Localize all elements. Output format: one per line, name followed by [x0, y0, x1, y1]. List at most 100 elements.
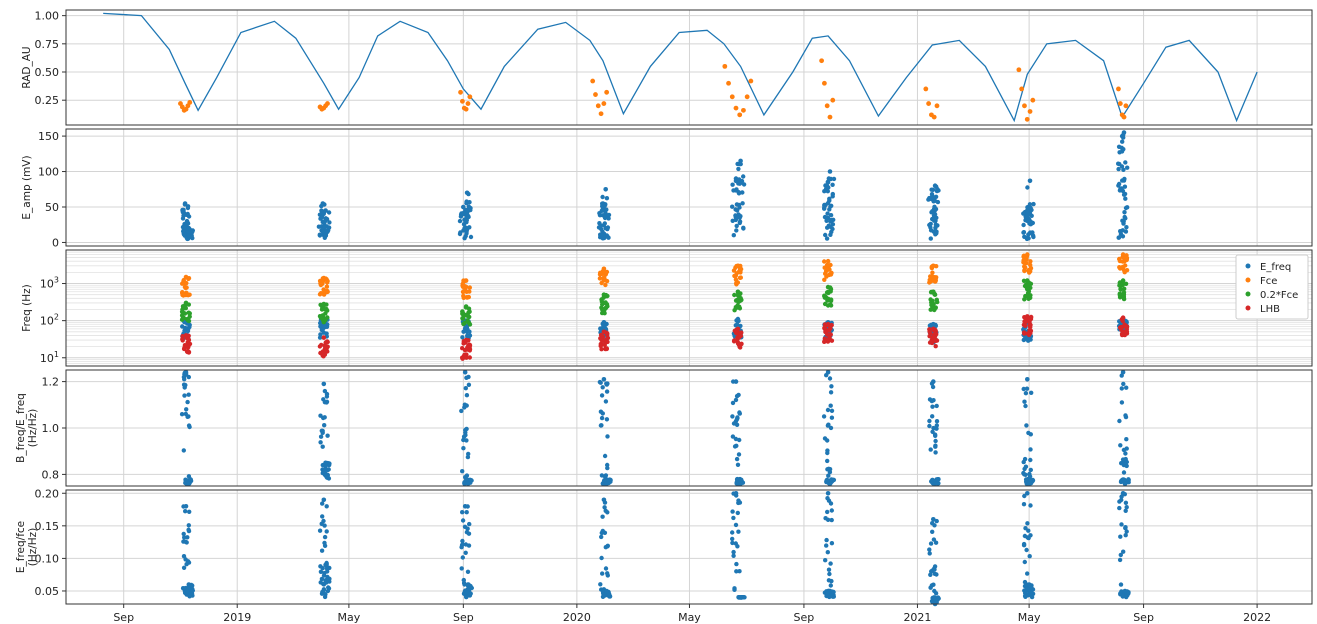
data-point-fce — [737, 275, 743, 280]
encounter-point — [601, 101, 607, 106]
data-point-efreq — [319, 521, 324, 526]
data-point-02fce — [934, 297, 939, 302]
data-point-efreq — [599, 534, 604, 540]
data-point-peak — [1026, 582, 1032, 587]
data-point-efreq — [183, 225, 188, 230]
data-point-efreq — [928, 236, 933, 241]
encounter-point — [465, 101, 471, 106]
data-point-efreq — [600, 194, 605, 200]
data-point-lhb — [933, 344, 938, 349]
data-point-efreq — [737, 569, 742, 574]
data-point-lhb — [467, 348, 472, 353]
data-point-efreq — [460, 469, 465, 474]
encounter-point — [325, 101, 330, 106]
data-point-efreq — [934, 419, 940, 424]
data-point-efreq — [318, 332, 323, 337]
data-point-efreq — [826, 223, 831, 228]
encounter-point — [744, 94, 750, 100]
data-point-02fce — [182, 311, 188, 316]
legend-label: E_freq — [1260, 262, 1291, 273]
data-point-efreq — [826, 176, 831, 181]
data-point-efreq — [185, 211, 190, 217]
data-point-efreq — [602, 215, 608, 221]
data-point-efreq — [828, 425, 834, 431]
data-point-peak — [932, 183, 938, 188]
data-point-efreq — [461, 222, 467, 227]
encounter-point — [1123, 103, 1129, 109]
data-point-peak — [827, 588, 833, 594]
data-point-02fce — [179, 317, 185, 322]
data-point-efreq — [604, 196, 610, 201]
y-tick-label: 102 — [40, 313, 59, 328]
data-point-efreq — [934, 572, 939, 577]
data-point-efreq — [460, 555, 465, 560]
data-point-efreq — [600, 528, 605, 534]
data-point-efreq — [605, 462, 610, 468]
data-point-efreq — [829, 508, 834, 513]
data-point-fce — [1124, 257, 1129, 262]
data-point-efreq — [1029, 585, 1034, 590]
data-point-efreq — [319, 548, 325, 553]
data-point-fce — [1121, 267, 1127, 273]
data-point-efreq — [464, 438, 469, 443]
legend-marker — [1245, 305, 1251, 311]
data-point-efreq — [1118, 229, 1123, 234]
data-point-lhb — [323, 340, 328, 345]
data-point-02fce — [826, 296, 831, 301]
data-point-efreq — [327, 220, 332, 225]
data-point-efreq — [1126, 591, 1131, 596]
data-point-lhb — [184, 343, 189, 349]
data-point-efreq — [734, 202, 740, 207]
data-point-02fce — [931, 301, 936, 307]
data-point-efreq — [182, 535, 187, 540]
data-point-efreq — [730, 182, 735, 187]
data-point-efreq — [1031, 201, 1036, 207]
data-point-efreq — [605, 381, 610, 386]
encounter-point — [590, 78, 596, 84]
data-point-peak — [604, 588, 609, 594]
data-point-peak — [1120, 278, 1126, 283]
encounter-point — [467, 94, 473, 100]
data-point-lhb — [1123, 329, 1128, 334]
data-point-efreq — [184, 407, 189, 412]
data-point-efreq — [822, 205, 827, 210]
data-point-efreq — [1126, 477, 1131, 483]
data-point-efreq — [823, 516, 828, 521]
data-point-efreq — [326, 225, 332, 230]
data-point-lhb — [822, 339, 827, 344]
data-point-efreq — [600, 514, 605, 519]
data-point-efreq — [467, 521, 472, 527]
data-point-efreq — [931, 537, 937, 542]
data-point-fce — [1124, 253, 1129, 258]
data-point-peak — [601, 377, 607, 382]
data-point-efreq — [1023, 391, 1029, 396]
data-point-efreq — [606, 216, 611, 221]
data-point-peak — [827, 481, 833, 487]
data-point-fce — [604, 278, 610, 284]
data-point-efreq — [731, 549, 736, 555]
data-point-efreq — [932, 567, 937, 572]
panel-5: 0.05 0.10 0.15 0.20 E_freq/fce (Hz/Hz) — [15, 487, 1313, 607]
data-point-efreq — [464, 375, 469, 380]
data-point-efreq — [741, 174, 746, 179]
panel-frame — [65, 369, 1313, 487]
data-point-02fce — [735, 304, 740, 309]
data-point-efreq — [1118, 186, 1123, 192]
data-point-02fce — [822, 301, 828, 307]
data-point-efreq — [464, 393, 470, 398]
panel-frame — [65, 128, 1313, 247]
data-point-efreq — [183, 539, 188, 544]
data-point-efreq — [322, 219, 327, 224]
panel-4: 0.8 1.0 1.2 B_freq/E_freq (Hz/Hz) — [15, 369, 1313, 487]
data-point-efreq — [325, 569, 330, 574]
data-point-efreq — [463, 542, 469, 547]
panel-1: 0.25 0.50 0.75 1.00 RAD_AU — [21, 9, 1313, 126]
data-point-peak — [183, 300, 189, 306]
data-point-efreq — [181, 448, 186, 453]
data-point-efreq — [928, 541, 934, 546]
data-point-peak — [1120, 370, 1126, 375]
data-point-efreq — [1024, 386, 1030, 391]
data-point-efreq — [930, 521, 935, 526]
data-point-efreq — [604, 417, 610, 422]
data-point-efreq — [190, 588, 195, 593]
